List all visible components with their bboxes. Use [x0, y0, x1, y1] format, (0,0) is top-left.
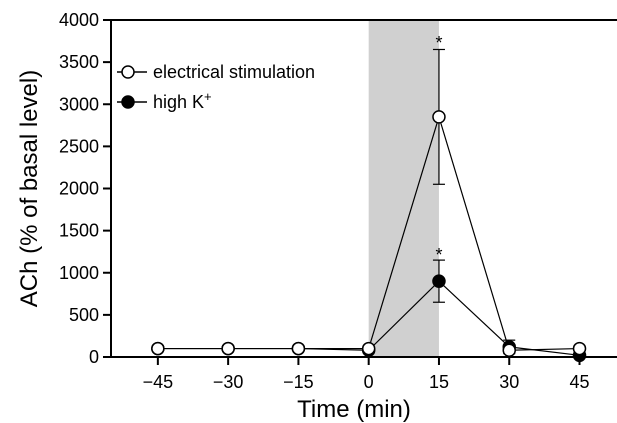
data-point-filled	[432, 274, 446, 288]
y-tick-label: 2500	[59, 136, 99, 156]
data-point-open	[502, 343, 516, 358]
data-point-open	[572, 341, 587, 356]
x-tick-label: 0	[364, 372, 374, 392]
x-axis-ticks: −45 −30 −15 0 15 30 45	[143, 357, 590, 392]
legend-label-superscript: +	[204, 89, 212, 104]
data-points	[151, 110, 587, 363]
legend-marker	[121, 95, 135, 109]
x-tick-label: −15	[283, 372, 314, 392]
x-tick-label: 15	[429, 372, 449, 392]
x-tick-label: −30	[213, 372, 244, 392]
x-tick-label: 30	[499, 372, 519, 392]
legend: electrical stimulation high K+	[117, 62, 315, 112]
y-tick-label: 1500	[59, 221, 99, 241]
legend-marker	[121, 65, 135, 79]
annotations: **	[435, 33, 442, 265]
x-tick-label: 45	[570, 372, 590, 392]
legend-label: electrical stimulation	[153, 62, 315, 82]
y-axis-title: ACh (% of basal level)	[16, 70, 43, 307]
stimulation-shaded-region	[368, 20, 439, 357]
x-axis-title: Time (min)	[297, 396, 411, 423]
error-bars	[432, 48, 516, 355]
data-point-open	[221, 341, 235, 356]
y-tick-label: 3500	[59, 52, 99, 72]
y-axis-ticks: 0 500 1000 1500 2000 2500 3000 3500 4000	[59, 10, 111, 367]
data-point-open	[361, 341, 376, 356]
y-tick-label: 4000	[59, 10, 99, 30]
y-tick-label: 500	[69, 305, 99, 325]
x-tick-label: −45	[143, 372, 174, 392]
significance-marker: *	[435, 245, 442, 265]
significance-marker: *	[435, 33, 442, 53]
legend-label: high K+	[153, 89, 212, 112]
y-tick-label: 3000	[59, 94, 99, 114]
y-tick-label: 0	[89, 347, 99, 367]
y-tick-label: 1000	[59, 263, 99, 283]
data-point-open	[291, 341, 306, 356]
data-point-open	[151, 341, 165, 356]
shaded-region-layer	[368, 20, 439, 357]
y-tick-label: 2000	[59, 179, 99, 199]
data-point-open	[432, 110, 446, 124]
